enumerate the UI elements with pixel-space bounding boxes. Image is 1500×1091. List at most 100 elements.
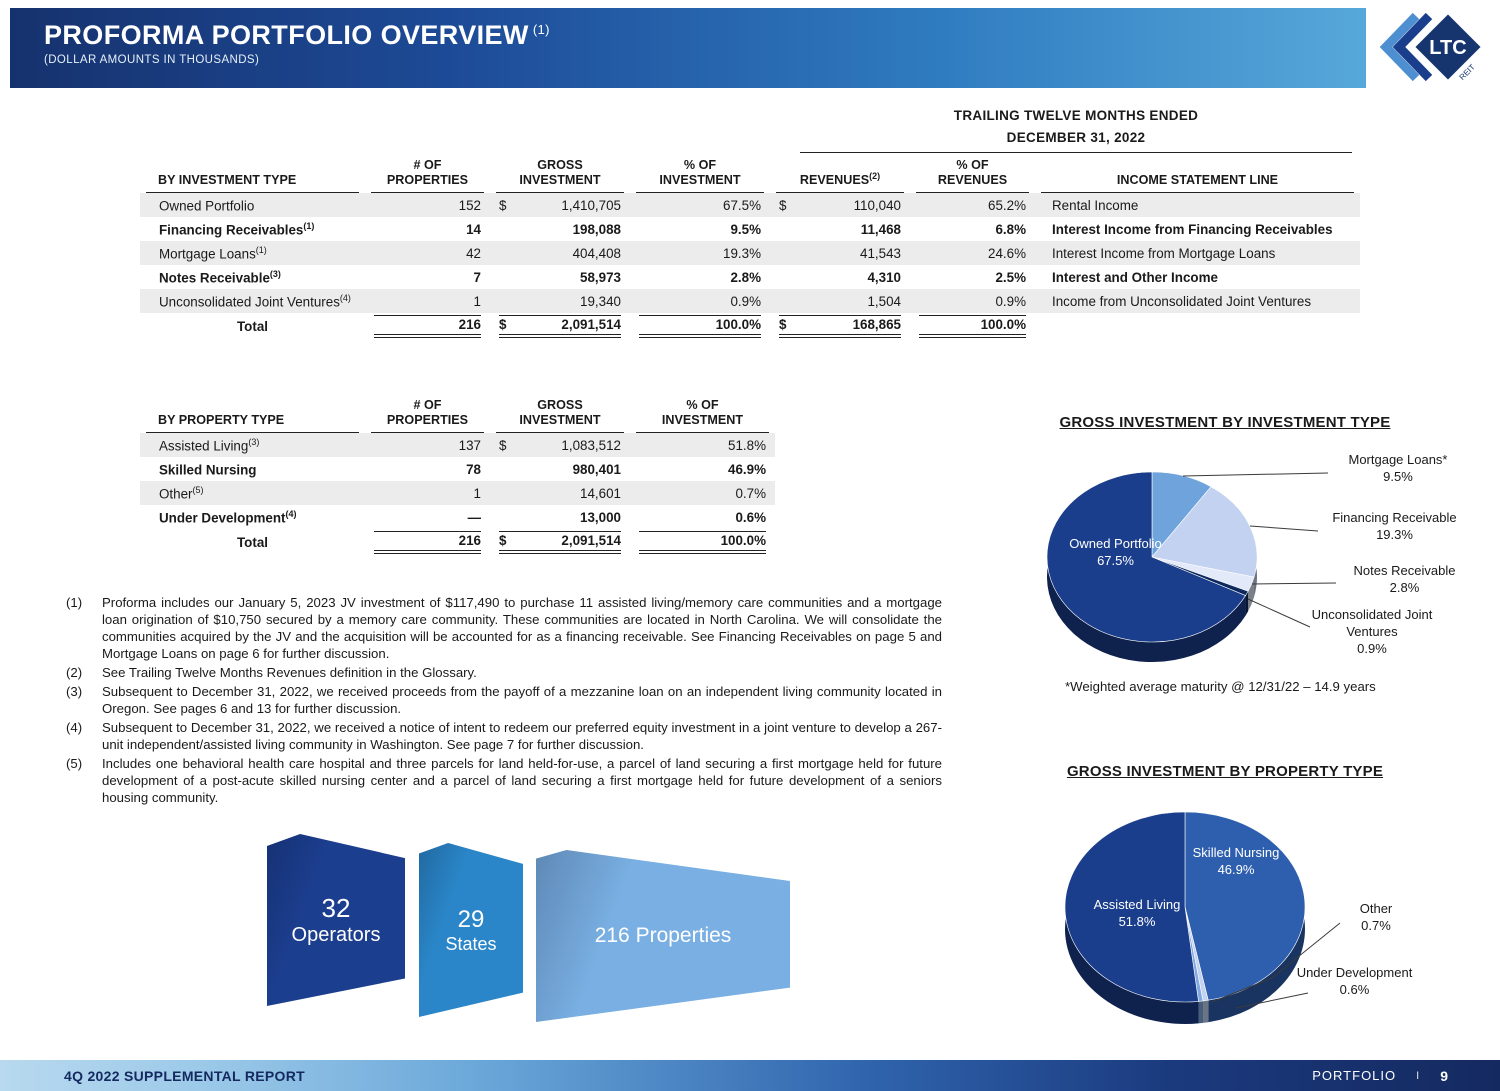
cell-gross: 404,408: [572, 245, 621, 261]
footer-divider: I: [1416, 1069, 1421, 1082]
cell-revenues: 1,504: [867, 293, 901, 309]
cell-income-line: Rental Income: [1052, 197, 1139, 213]
cell-revenues: 41,543: [860, 245, 901, 261]
cell-pct: 46.9%: [728, 461, 766, 477]
cell-properties-total: 216: [365, 313, 490, 340]
row-label: Owned Portfolio: [159, 198, 255, 214]
property-type-table: BY PROPERTY TYPE # OF PROPERTIES GROSS I…: [140, 398, 775, 556]
cell-revenues: 4,310: [867, 269, 901, 285]
cell-pct: 51.8%: [728, 437, 766, 453]
cell-pct-revenues: 24.6%: [988, 245, 1026, 261]
footnote-2: (2) See Trailing Twelve Months Revenues …: [66, 665, 477, 680]
logo-diamond-icon: [1412, 11, 1484, 83]
cell-pct-revenues: 2.5%: [995, 269, 1026, 285]
states-banner: 29 States: [419, 843, 523, 1017]
row-financing-receivables: Financing Receivables(1) 14 198,088 9.5%…: [140, 217, 1360, 241]
row-investment-total: Total 216 $2,091,514 100.0% $168,865 100…: [140, 313, 1360, 340]
ltc-logo-graphic: LTC REIT: [1379, 11, 1484, 83]
page-subtitle: (DOLLAR AMOUNTS IN THOUSANDS): [44, 54, 260, 66]
cell-pct: 0.7%: [735, 485, 766, 501]
col-income-statement-line: INCOME STATEMENT LINE: [1041, 173, 1354, 193]
col-by-investment-type: BY INVESTMENT TYPE: [146, 173, 359, 193]
row-label: Under Development(4): [159, 508, 297, 526]
cell-income-line: Interest Income from Financing Receivabl…: [1052, 221, 1333, 237]
pie-chart-property-type: Skilled Nursing 46.9% Assisted Living 51.8…: [1040, 795, 1500, 1085]
pie-chart-investment-type: Owned Portfolio 67.5% Mortgage Loans* 9.5%…: [1040, 445, 1500, 690]
cell-gross: 13,000: [580, 509, 621, 525]
investment-table-header-row: BY INVESTMENT TYPE # OF PROPERTIES GROSS…: [140, 158, 1360, 193]
logo-chevron-inner-icon: [1392, 12, 1433, 82]
chart-title-investment-type: GROSS INVESTMENT BY INVESTMENT TYPE: [1059, 414, 1391, 431]
properties-banner: 216 Properties: [536, 850, 790, 1022]
footnote-5: (5) Includes one behavioral health care …: [66, 756, 942, 805]
ltc-reit-logo: LTC REIT: [1366, 4, 1486, 90]
cell-pct-revenues: 0.9%: [995, 293, 1026, 309]
logo-chevron-outer-icon: [1379, 12, 1420, 82]
logo-text: LTC: [1429, 37, 1466, 59]
cell-gross: $1,083,512: [499, 437, 621, 453]
cell-properties: 1: [473, 293, 481, 309]
row-label: Mortgage Loans(1): [159, 244, 267, 262]
row-label: Financing Receivables(1): [159, 220, 315, 238]
pie-label-owned-portfolio: Owned Portfolio 67.5%: [1069, 536, 1162, 568]
cell-pct-total: 100.0%: [630, 313, 770, 340]
row-owned-portfolio: Owned Portfolio 152 $1,410,705 67.5% $11…: [140, 193, 1360, 217]
row-mortgage-loans: Mortgage Loans(1) 42 404,408 19.3% 41,54…: [140, 241, 1360, 265]
cell-pct-investment: 67.5%: [723, 197, 761, 213]
cell-properties: 14: [466, 221, 481, 237]
col-num-properties: # OF PROPERTIES: [371, 158, 484, 193]
cell-gross: 19,340: [580, 293, 621, 309]
row-label: Notes Receivable(3): [159, 268, 281, 286]
col-revenues: REVENUES(2): [776, 169, 904, 193]
cell-income-line: Interest and Other Income: [1052, 269, 1218, 285]
col-gross-investment: GROSS INVESTMENT: [496, 398, 624, 433]
total-label: Total: [237, 535, 268, 550]
row-label: Skilled Nursing: [159, 462, 257, 478]
cell-pct: 0.6%: [735, 509, 766, 525]
row-label: Assisted Living(3): [159, 436, 260, 454]
cell-properties: 1: [473, 485, 481, 501]
row-label: Unconsolidated Joint Ventures(4): [159, 292, 351, 310]
pie-label-notes-receivable: Notes Receivable 2.8%: [1353, 563, 1456, 595]
ttm-span-header: TRAILING TWELVE MONTHS ENDED DECEMBER 31…: [800, 108, 1352, 153]
col-pct-investment: % OF INVESTMENT: [636, 398, 769, 433]
cell-revpct-total: 100.0%: [910, 313, 1035, 340]
cell-properties: 152: [458, 197, 481, 213]
cell-properties: 137: [458, 437, 481, 453]
col-pct-revenues: % OF REVENUES: [916, 158, 1029, 193]
cell-pct-revenues: 6.8%: [995, 221, 1026, 237]
pie-label-financing-receivable: Financing Receivable 19.3%: [1332, 510, 1457, 542]
footnotes: (1) Proforma includes our January 5, 202…: [62, 594, 942, 808]
footer-report-label: 4Q 2022 SUPPLEMENTAL REPORT: [64, 1067, 305, 1084]
cell-properties: 42: [466, 245, 481, 261]
footer-section-label: PORTFOLIO I 9: [1312, 1067, 1448, 1084]
cell-gross: 58,973: [580, 269, 621, 285]
cell-properties: 7: [473, 269, 481, 285]
cell-revenues-total: $168,865: [770, 313, 910, 340]
chart-maturity-note: *Weighted average maturity @ 12/31/22 – …: [1065, 679, 1376, 694]
cell-pct-investment: 19.3%: [723, 245, 761, 261]
footnote-3: (3) Subsequent to December 31, 2022, we …: [66, 684, 942, 716]
header-bar: PROFORMA PORTFOLIO OVERVIEW (1) (DOLLAR A…: [10, 8, 1368, 88]
col-by-property-type: BY PROPERTY TYPE: [146, 413, 359, 433]
row-other: Other(5) 1 14,601 0.7%: [140, 481, 775, 505]
cell-gross: 14,601: [580, 485, 621, 501]
cell-pct-investment: 9.5%: [730, 221, 761, 237]
cell-income-line: Interest Income from Mortgage Loans: [1052, 245, 1276, 261]
investment-type-table: BY INVESTMENT TYPE # OF PROPERTIES GROSS…: [140, 158, 1360, 340]
footnote-1: (1) Proforma includes our January 5, 202…: [66, 595, 942, 661]
cell-properties-total: 216: [365, 529, 490, 556]
cell-properties: 78: [466, 461, 481, 477]
page-title: PROFORMA PORTFOLIO OVERVIEW (1): [44, 20, 550, 50]
property-table-header-row: BY PROPERTY TYPE # OF PROPERTIES GROSS I…: [140, 398, 775, 433]
row-assisted-living: Assisted Living(3) 137 $1,083,512 51.8%: [140, 433, 775, 457]
col-num-properties: # OF PROPERTIES: [371, 398, 484, 433]
cell-gross: $1,410,705: [499, 197, 621, 213]
row-under-development: Under Development(4) — 13,000 0.6%: [140, 505, 775, 529]
pie-label-under-development: Under Development 0.6%: [1296, 965, 1413, 997]
col-pct-investment: % OF INVESTMENT: [636, 158, 764, 193]
cell-pct-investment: 2.8%: [730, 269, 761, 285]
pie-label-mortgage-loans: Mortgage Loans* 9.5%: [1348, 452, 1448, 484]
row-property-total: Total 216 $2,091,514 100.0%: [140, 529, 775, 556]
